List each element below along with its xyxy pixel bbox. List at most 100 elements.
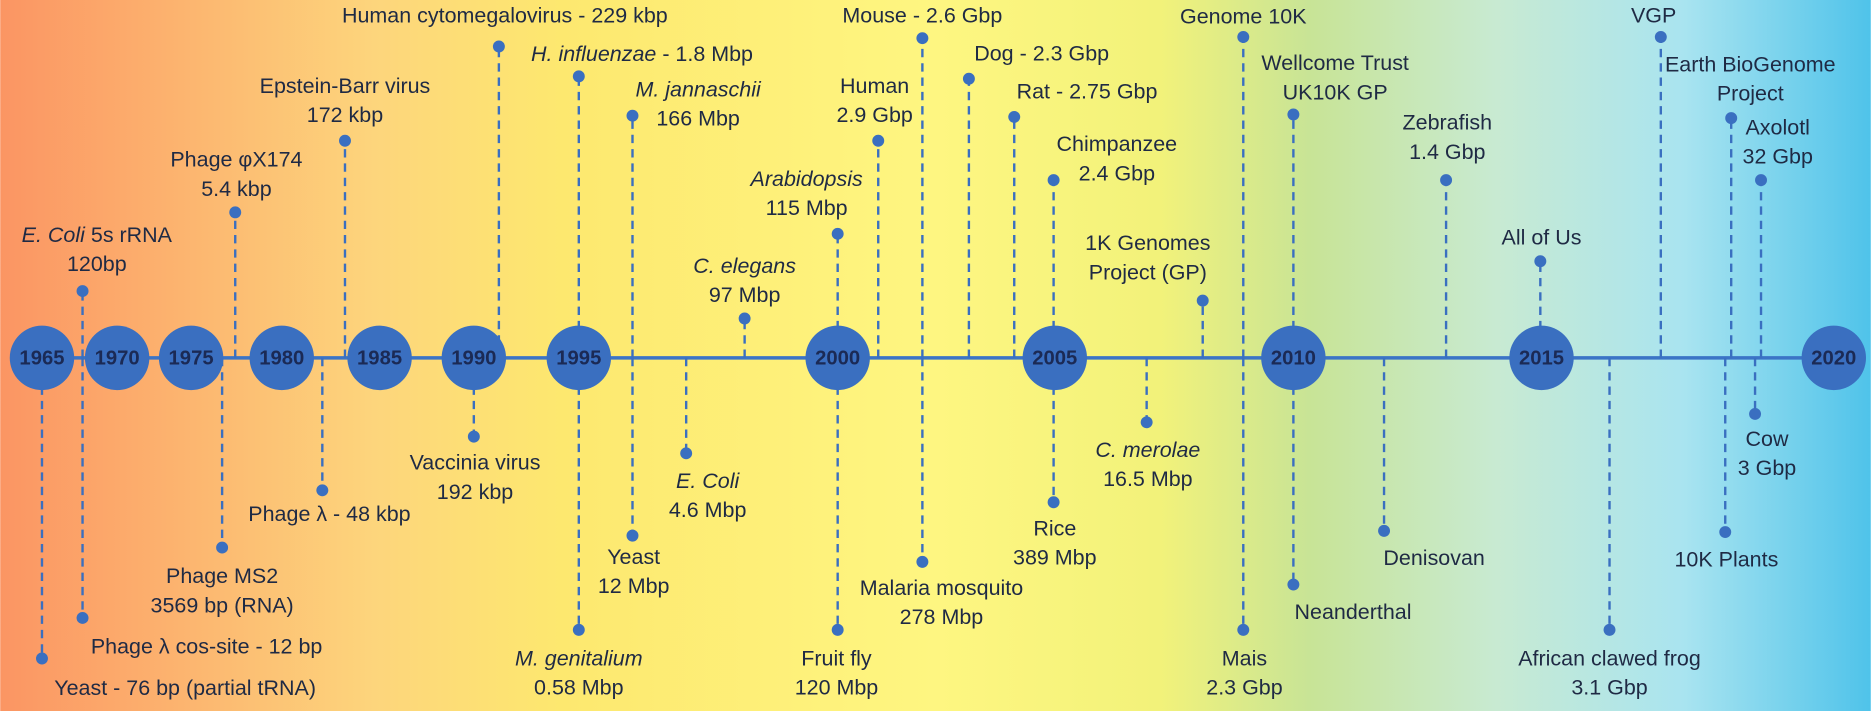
event-label: Fruit fly [801,646,872,670]
event-label: Yeast - 76 bp (partial tRNA) [54,676,316,700]
event-label: 120 Mbp [795,676,879,700]
event-label: C. elegans [693,254,796,278]
year-marker [347,325,412,391]
label-part: 5s rRNA [85,223,173,247]
event-label: Project (GP) [1089,260,1207,284]
dot [216,541,229,554]
dot [916,32,929,45]
label-part: M. jannaschii [635,77,762,101]
dot [1008,110,1021,123]
event-label: Cow [1746,427,1789,451]
year-marker [9,325,75,391]
dot [1140,416,1153,429]
dot [1755,174,1767,187]
dot [1440,174,1453,187]
event-label: M. genitalium [515,646,643,670]
year-label: 1980 [259,347,304,369]
dot [680,447,693,460]
event-label: C. merolae [1095,438,1200,462]
event-label: Arabidopsis [749,167,863,191]
event-label: African clawed frog [1518,646,1701,670]
event-label: 3569 bp (RNA) [151,593,294,617]
event-label: E. Coli [676,469,740,493]
event-label: 389 Mbp [1013,546,1097,570]
event-label: Rat - 2.75 Gbp [1017,80,1158,104]
label-part: - 1.8 Mbp [656,42,753,66]
event-label: Neanderthal [1295,600,1412,624]
event-label: 2.4 Gbp [1079,161,1155,185]
event-label: 10K Plants [1675,547,1779,571]
event-label: 2.3 Gbp [1206,676,1282,700]
dot [316,484,329,497]
event-label: 5.4 kbp [201,177,271,201]
year-marker [1509,325,1574,391]
event-label: Axolotl [1745,116,1809,140]
year-label: 2015 [1519,347,1564,369]
dot [229,206,242,219]
event-label: Phage φX174 [170,148,302,172]
event-label: Rice [1033,516,1076,540]
year-marker [1801,325,1867,391]
year-marker [1261,325,1326,391]
event-label: Epstein-Barr virus [260,74,431,98]
year-label: 1965 [19,347,64,369]
event-label: M. jannaschii [635,77,762,101]
dot [1047,174,1060,187]
event-label: Yeast [607,545,660,569]
event-label: 16.5 Mbp [1103,467,1193,491]
event-label: Phage MS2 [166,564,278,588]
dot [1237,623,1250,636]
event-label: Mais [1222,646,1267,670]
event-label: Phage λ cos-site - 12 bp [91,634,323,658]
year-label: 1975 [169,347,214,369]
dot [36,652,48,665]
label-part: E. Coli [22,223,86,247]
event-label: Earth BioGenome [1665,52,1836,76]
dot [1287,578,1300,591]
event-label: 1.4 Gbp [1409,140,1485,164]
event-label: 3.1 Gbp [1571,676,1647,700]
event-label: 278 Mbp [900,605,984,629]
dot [76,285,89,298]
dot [1654,31,1667,43]
dot [572,70,585,83]
year-label: 2020 [1811,347,1856,369]
dot [962,72,975,85]
event-label: 115 Mbp [766,196,848,220]
event-label: 3 Gbp [1738,456,1797,480]
year-marker [546,325,612,391]
year-label: 1970 [95,347,140,369]
dot [339,134,351,147]
dot [626,109,639,122]
year-label: 1990 [451,347,496,369]
event-label: Vaccinia virus [410,451,541,475]
event-label: 192 kbp [437,480,513,504]
dot [738,312,751,325]
event-label: Mouse - 2.6 Gbp [842,3,1002,27]
dot [1378,524,1391,537]
event-label: Phage λ - 48 kbp [248,502,410,526]
dot [916,555,929,568]
event-label: H. influenzae - 1.8 Mbp [531,42,753,66]
year-marker [441,325,507,391]
dot [872,134,885,147]
year-marker [1022,325,1088,391]
dot [467,430,480,443]
label-part: C. merolae [1095,438,1200,462]
event-label: Human [840,74,909,98]
event-label: All of Us [1502,225,1582,249]
year-label: 2010 [1271,347,1316,369]
event-label: 12 Mbp [598,574,670,598]
dot [572,623,585,636]
event-label: 120bp [67,252,127,276]
event-label: E. Coli 5s rRNA [22,223,173,247]
year-marker [249,325,314,391]
event-label: 32 Gbp [1743,145,1813,169]
event-label: Project [1717,82,1784,106]
dot [1603,623,1616,636]
event-label: 172 kbp [307,103,383,127]
event-label: 1K Genomes [1085,231,1210,255]
event-label: Dog - 2.3 Gbp [974,42,1109,66]
dot [76,611,89,624]
year-label: 1995 [556,347,601,369]
